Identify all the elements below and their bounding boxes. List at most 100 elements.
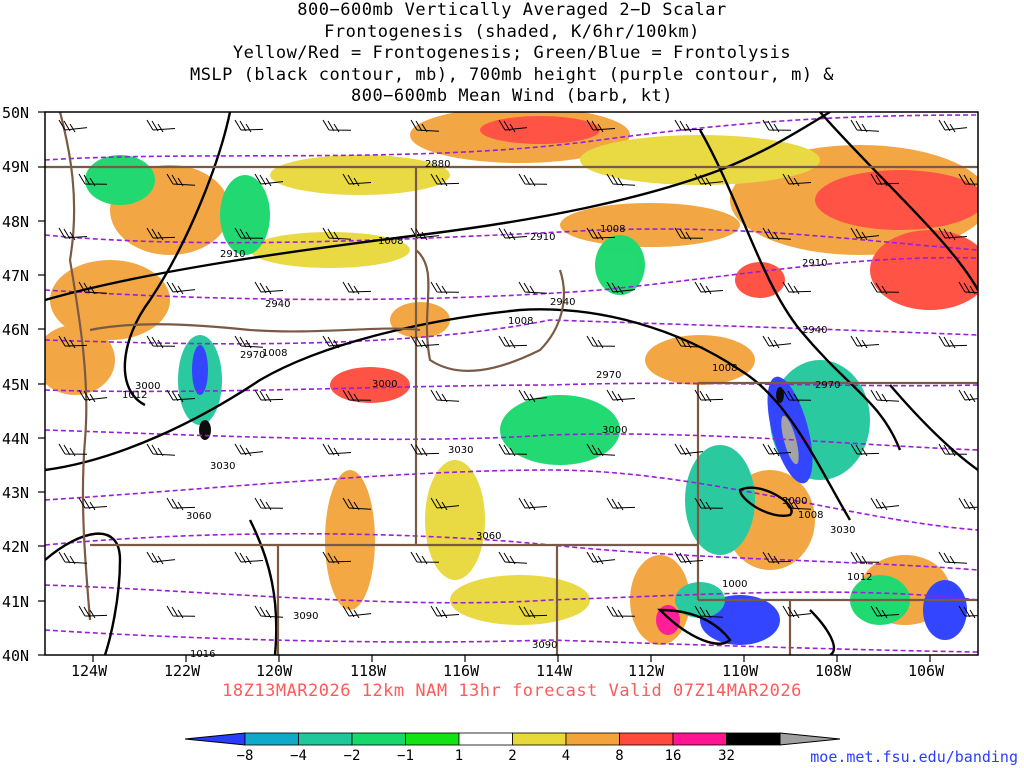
wind-barb-icon <box>58 443 88 457</box>
wind-barb-icon <box>674 119 704 133</box>
wind-barb-icon <box>234 227 264 241</box>
colorbar-swatch <box>458 732 513 746</box>
lat-label: 47N <box>2 267 29 285</box>
wind-barb-icon <box>410 551 440 565</box>
wind-barb-icon <box>850 551 880 565</box>
lat-label: 43N <box>2 484 29 502</box>
wind-barb-icon <box>870 173 900 187</box>
colorbar-swatch <box>512 732 567 746</box>
wind-barb-icon <box>498 551 528 565</box>
wind-barb-icon <box>254 281 284 295</box>
wind-barb-icon <box>322 227 352 241</box>
wind-barb-icon <box>674 551 704 565</box>
wind-barb-icon <box>322 119 352 133</box>
colorbar-tick-label: 4 <box>562 748 570 764</box>
wind-barb-icon <box>58 119 88 133</box>
colorbar-tick-label: −1 <box>397 748 414 764</box>
lat-label: 42N <box>2 538 29 556</box>
mslp-label: 1008 <box>798 510 823 521</box>
wind-barb-icon <box>518 173 548 187</box>
height-label: 2880 <box>425 159 450 170</box>
wind-barb-icon <box>586 335 616 349</box>
colorbar-swatch <box>619 732 674 746</box>
wind-barb-icon <box>606 389 636 403</box>
colorbar-tick-label: −8 <box>237 748 254 764</box>
wind-barb-icon <box>498 119 528 133</box>
wind-barb-icon <box>850 227 880 241</box>
wind-barb-icon <box>870 497 900 511</box>
wind-barb-icon <box>322 551 352 565</box>
wind-barb-icon <box>430 497 460 511</box>
mslp-label: 1012 <box>122 390 147 401</box>
wind-barb-icon <box>938 551 968 565</box>
mslp-label: 1000 <box>722 579 747 590</box>
wind-barb-icon <box>498 335 528 349</box>
wind-barb-icon <box>342 281 372 295</box>
lon-label: 118W <box>350 662 387 680</box>
lon-label: 124W <box>71 662 108 680</box>
title-line: Frontogenesis (shaded, K/6hr/100km) <box>324 21 700 42</box>
lon-label: 116W <box>443 662 480 680</box>
wind-barb-icon <box>166 173 196 187</box>
colorbar-arrow-right <box>779 732 841 746</box>
wind-barb-icon <box>762 551 792 565</box>
wind-barb-icon <box>146 443 176 457</box>
wind-barb-icon <box>958 173 978 187</box>
wind-barb-icon <box>430 389 460 403</box>
wind-barb-icon <box>850 119 880 133</box>
wind-barb-icon <box>762 227 792 241</box>
wind-barb-icon <box>430 281 460 295</box>
colorbar-tick-label: 16 <box>665 748 682 764</box>
wind-barb-icon <box>694 281 724 295</box>
lon-label: 114W <box>536 662 573 680</box>
wind-barb-icon <box>518 605 548 619</box>
title-line: Yellow/Red = Frontogenesis; Green/Blue =… <box>232 43 792 63</box>
wind-barb-icon <box>254 389 284 403</box>
wind-barb-icon <box>234 443 264 457</box>
lat-label: 45N <box>2 376 29 394</box>
wind-barb-icon <box>850 335 880 349</box>
lon-label: 120W <box>256 662 293 680</box>
lat-label: 50N <box>2 104 29 122</box>
wind-barb-icon <box>342 389 372 403</box>
source-credit[interactable]: moe.met.fsu.edu/banding <box>810 748 1018 766</box>
wind-barb-icon <box>410 443 440 457</box>
wind-barb-icon <box>762 119 792 133</box>
lon-label: 108W <box>815 662 852 680</box>
lat-label: 49N <box>2 158 29 176</box>
wind-barb-icon <box>606 605 636 619</box>
longitude-axis: 124W 122W 120W 118W 116W 114W 112W 110W … <box>71 662 945 680</box>
height-label: 3000 <box>372 379 397 390</box>
colorbar: −8 −4 −2 −1 1 2 4 8 16 32 <box>184 732 841 764</box>
colorbar-arrow-left <box>184 732 246 746</box>
wind-barb-icon <box>322 443 352 457</box>
wind-barb-icon <box>606 497 636 511</box>
colorbar-tick-label: 8 <box>615 748 623 764</box>
wind-barb-icon <box>958 389 978 403</box>
mslp-label: 1008 <box>378 236 403 247</box>
wind-barb-icon <box>234 335 264 349</box>
wind-barb-icon <box>234 119 264 133</box>
wind-barb-icon <box>938 335 968 349</box>
colorbar-swatch <box>298 732 353 746</box>
wind-barb-icon <box>850 443 880 457</box>
wind-barb-icon <box>938 119 968 133</box>
contour-labels: 2880 2910 2910 2910 2940 2940 2940 2970 … <box>122 159 872 660</box>
height-label: 3030 <box>210 461 235 472</box>
wind-barb-icon <box>782 173 812 187</box>
height-label: 3030 <box>830 525 855 536</box>
wind-barbs <box>58 119 978 619</box>
colorbar-swatch <box>351 732 406 746</box>
colorbar-swatch <box>565 732 620 746</box>
height-label: 3000 <box>782 496 807 507</box>
wind-barb-icon <box>938 443 968 457</box>
wind-barb-icon <box>586 227 616 241</box>
wind-barb-icon <box>410 335 440 349</box>
height-label: 2970 <box>240 350 265 361</box>
lat-label: 48N <box>2 213 29 231</box>
height-label: 3060 <box>476 531 501 542</box>
mslp-label: 1016 <box>190 649 215 660</box>
wind-barb-icon <box>694 497 724 511</box>
colorbar-swatch <box>672 732 727 746</box>
lon-ticks <box>92 655 931 662</box>
